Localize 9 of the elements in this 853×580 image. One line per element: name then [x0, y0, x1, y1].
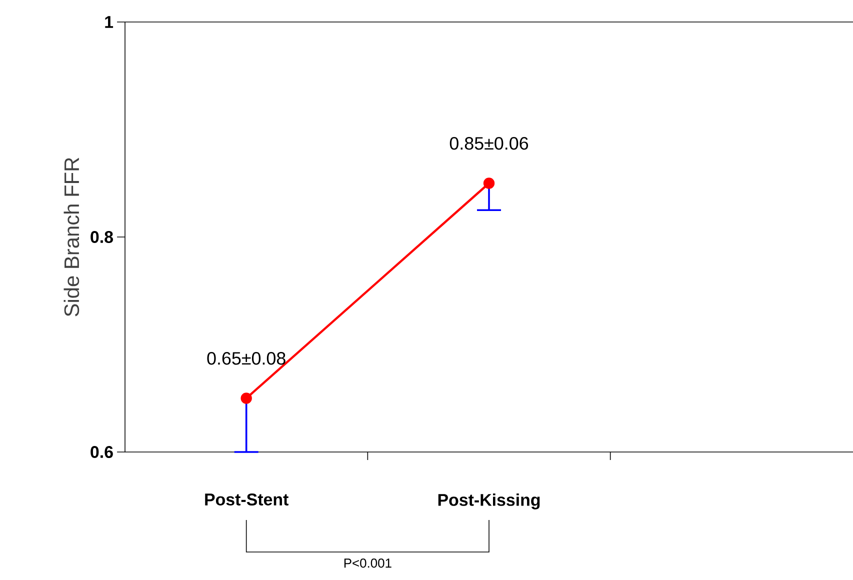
annotation: 0.65±0.08 [207, 352, 286, 365]
annotation: 0.85±0.06 [450, 137, 528, 150]
y-tick-label: 1 [105, 16, 114, 28]
x-tick-label: Post-Kissing [438, 494, 540, 510]
y-tick-label: 0.8 [90, 231, 113, 243]
text: P<0.001 [344, 558, 392, 568]
y-tick-label: 0.6 [90, 446, 113, 458]
y-axis-title: Side Branch FFR [64, 158, 80, 316]
x-tick-label: Post-Stent [205, 493, 288, 506]
